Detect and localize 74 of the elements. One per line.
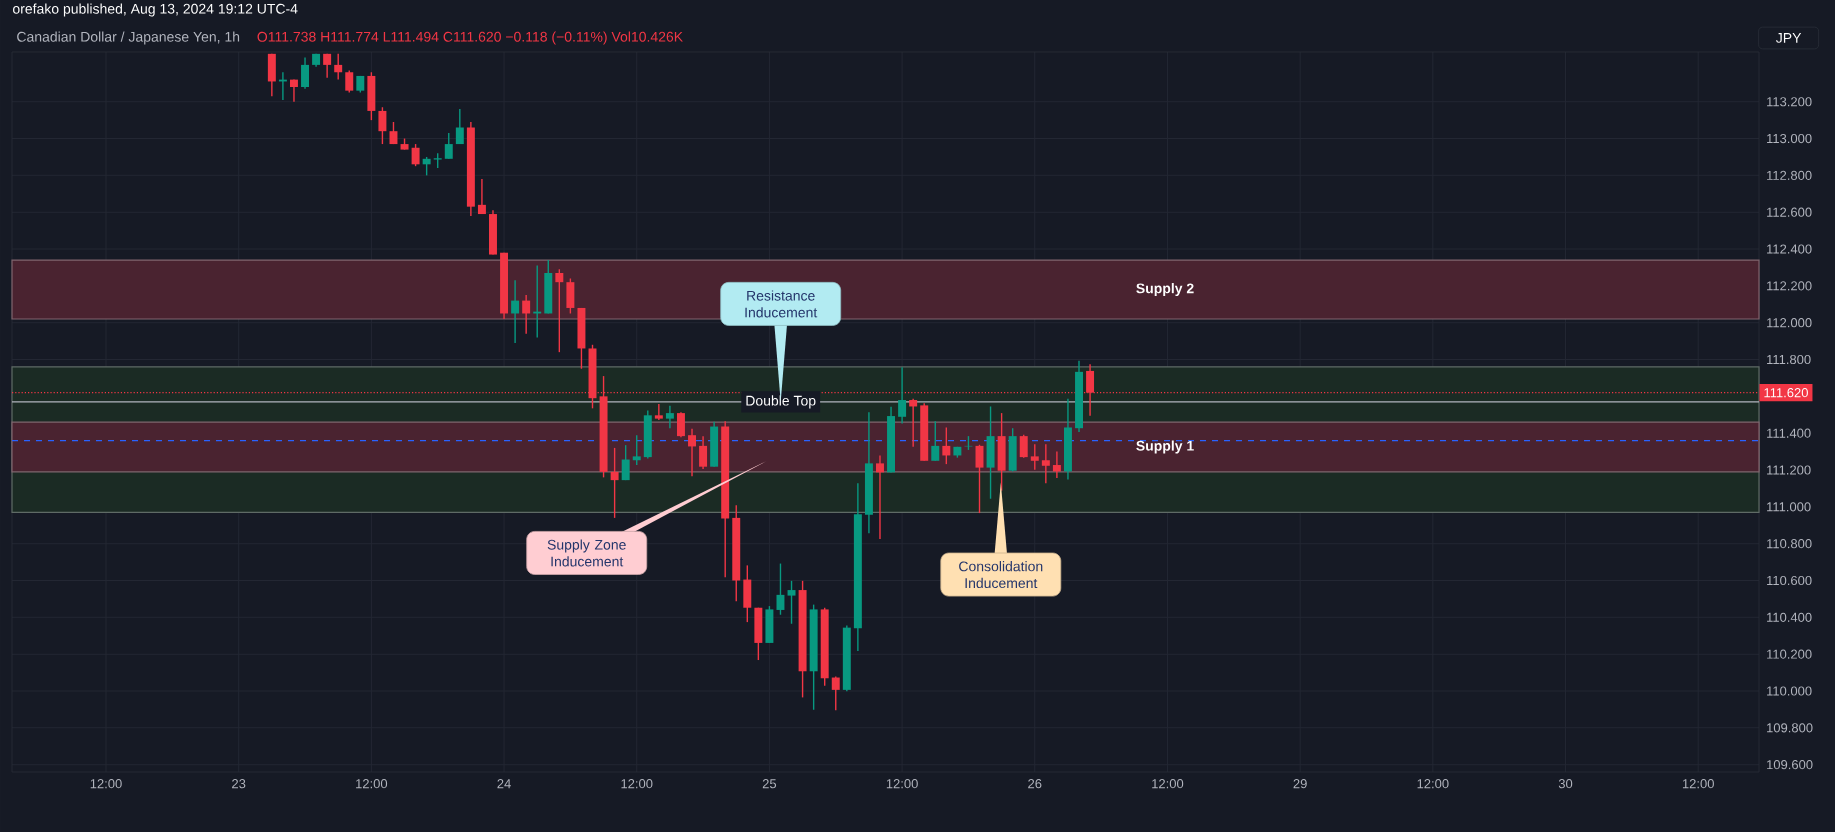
x-tick-label: 12:00 bbox=[1152, 779, 1184, 789]
y-tick-label: 111.400 bbox=[1767, 428, 1811, 438]
candlestick bbox=[610, 447, 619, 519]
candlestick bbox=[898, 366, 907, 425]
y-tick-label: 111.200 bbox=[1767, 465, 1811, 475]
candlestick bbox=[422, 156, 431, 177]
candlestick bbox=[1041, 443, 1050, 484]
candlestick bbox=[345, 69, 354, 94]
x-tick-label: 29 bbox=[1293, 779, 1307, 789]
y-tick-label: 113.000 bbox=[1767, 133, 1812, 144]
candlestick bbox=[931, 420, 940, 462]
ref-line-label: Double Top bbox=[746, 395, 816, 409]
band-label: Supply 1 bbox=[1136, 440, 1194, 454]
candlestick bbox=[676, 411, 685, 438]
candlestick bbox=[654, 403, 663, 421]
y-tick-label: 110.000 bbox=[1767, 686, 1812, 696]
x-tick-label: 24 bbox=[497, 779, 511, 789]
annotation: Consolidation Inducement bbox=[959, 561, 1043, 589]
candlestick bbox=[621, 444, 630, 481]
candlestick bbox=[1019, 433, 1028, 459]
candlestick bbox=[632, 434, 641, 466]
y-tick-label: 110.200 bbox=[1767, 649, 1812, 659]
x-tick-label: 26 bbox=[1028, 779, 1042, 789]
candlestick bbox=[555, 268, 564, 353]
x-tick-label: 12:00 bbox=[356, 779, 388, 789]
y-tick-label: 112.600 bbox=[1767, 207, 1812, 217]
candlestick bbox=[1052, 450, 1061, 479]
candlestick bbox=[301, 56, 309, 90]
y-tick-label: 112.800 bbox=[1767, 170, 1812, 180]
annotation: Resistance Inducement bbox=[745, 290, 818, 318]
y-tick-label: 112.000 bbox=[1767, 318, 1812, 328]
candlestick bbox=[455, 108, 464, 145]
chart-subtitle: O111.738 H111.774 L111.494 C111.620 −0.118 (−0.11%) Vol10.426K bbox=[257, 31, 683, 45]
y-tick-label: 109.600 bbox=[1767, 760, 1813, 770]
x-tick-label: 12:00 bbox=[621, 779, 653, 789]
candlestick bbox=[787, 580, 796, 625]
candlestick bbox=[334, 53, 343, 81]
x-tick-label: 30 bbox=[1558, 779, 1573, 789]
ref-line-label: 111.620 bbox=[1764, 388, 1808, 398]
candlestick bbox=[444, 132, 453, 160]
x-tick-label: 12:00 bbox=[90, 779, 122, 789]
candlestick bbox=[942, 426, 951, 465]
band-label: Supply 2 bbox=[1136, 283, 1194, 297]
y-tick-label: 109.800 bbox=[1767, 723, 1813, 733]
candlestick bbox=[477, 178, 486, 215]
x-tick-label: 12:00 bbox=[886, 779, 918, 789]
y-tick-label: 112.400 bbox=[1767, 244, 1812, 254]
candlestick bbox=[511, 279, 520, 344]
candlestick bbox=[688, 428, 696, 477]
x-tick-label: 25 bbox=[762, 779, 777, 789]
y-tick-label: 111.000 bbox=[1767, 502, 1811, 512]
y-tick-label: 112.200 bbox=[1767, 281, 1812, 291]
candlestick bbox=[411, 143, 420, 167]
candlestick bbox=[909, 398, 918, 448]
x-tick-label: 12:00 bbox=[1682, 779, 1714, 789]
candlestick bbox=[378, 106, 387, 145]
candlestick bbox=[776, 562, 785, 616]
text: orefako published, Aug 13, 2024 19:12 UTC-4 bbox=[13, 3, 298, 17]
chart-title: Canadian Dollar / Japanese Yen, 1h bbox=[17, 31, 240, 45]
candlestick bbox=[699, 435, 708, 470]
y-tick-label: 110.800 bbox=[1767, 539, 1812, 549]
y-tick-label: 110.400 bbox=[1767, 612, 1812, 622]
candlestick bbox=[876, 454, 884, 540]
x-tick-label: 23 bbox=[232, 779, 246, 789]
candlestick bbox=[665, 405, 674, 429]
y-tick-label: 113.200 bbox=[1767, 97, 1812, 107]
candlestick bbox=[522, 294, 531, 335]
annotation: Supply Zone Inducement bbox=[547, 539, 626, 567]
candlestick bbox=[1030, 443, 1039, 471]
y-tick-label: 110.600 bbox=[1767, 575, 1812, 586]
text: JPY bbox=[1776, 33, 1802, 43]
x-tick-label: 12:00 bbox=[1417, 779, 1449, 789]
y-tick-label: 111.800 bbox=[1767, 354, 1811, 365]
candlestick bbox=[831, 675, 840, 712]
